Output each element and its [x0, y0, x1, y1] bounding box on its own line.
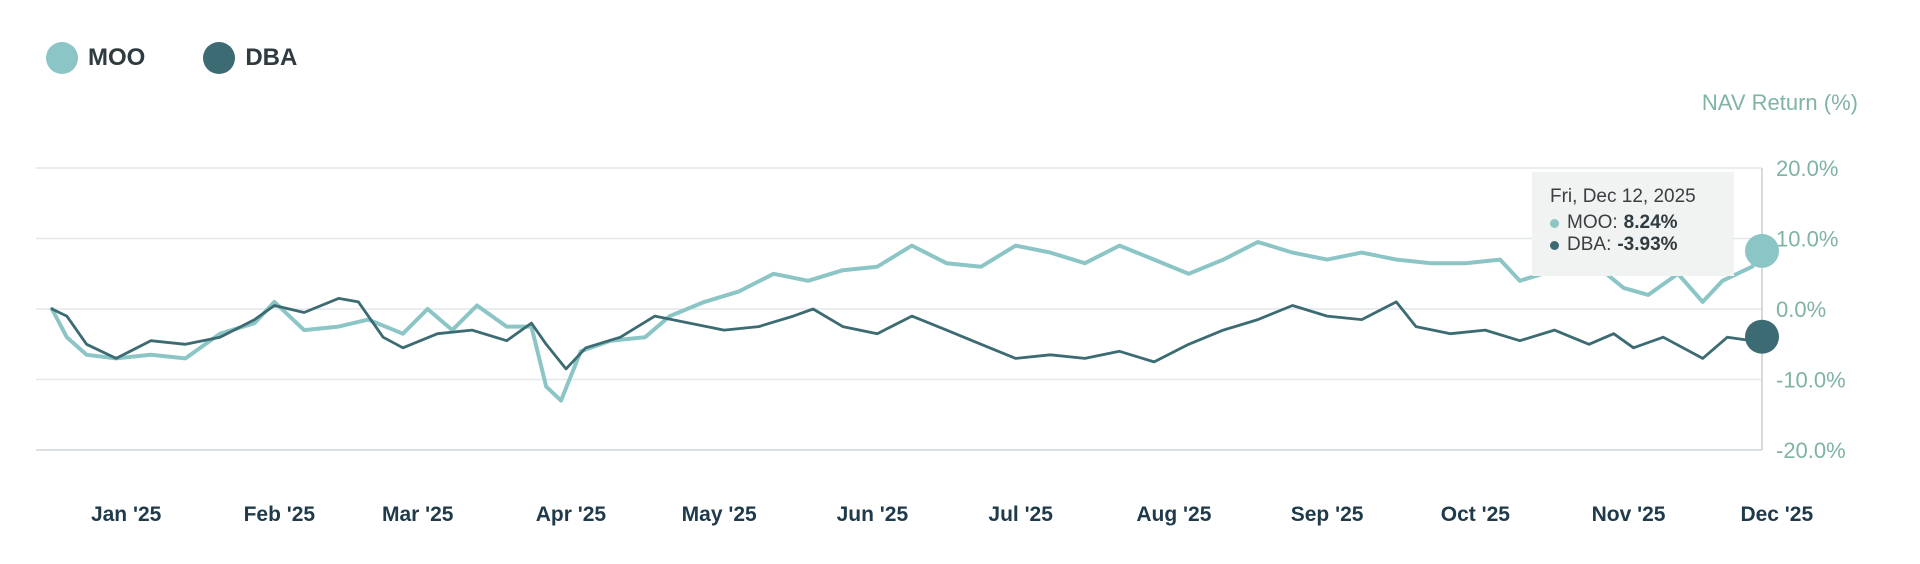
x-tick-label: May '25 [682, 503, 757, 526]
tooltip-value-dba: -3.93% [1617, 234, 1678, 255]
x-tick-label: Jul '25 [988, 503, 1053, 526]
end-marker-dba [1745, 319, 1779, 354]
legend-item-moo[interactable]: MOO [46, 42, 145, 74]
y-tick-label: 20.0% [1776, 156, 1838, 181]
tooltip-date: Fri, Dec 12, 2025 [1550, 186, 1696, 207]
tooltip-row-dba: DBA: -3.93% [1550, 234, 1716, 256]
legend-dot-dba [203, 42, 236, 74]
chart-legend: MOO DBA [46, 42, 297, 74]
legend-item-dba[interactable]: DBA [203, 42, 297, 74]
x-tick-label: Oct '25 [1441, 503, 1511, 526]
x-tick-label: Sep '25 [1291, 503, 1364, 526]
end-marker-moo [1745, 233, 1779, 268]
y-tick-label: 0.0% [1776, 297, 1826, 322]
x-tick-label: Apr '25 [536, 503, 607, 526]
series-line-dba [50, 297, 1764, 371]
hover-tooltip: Fri, Dec 12, 2025 MOO: 8.24% DBA: -3.93% [1532, 172, 1734, 276]
tooltip-dot-dba [1550, 240, 1559, 250]
tooltip-value-moo: 8.24% [1623, 212, 1678, 233]
tooltip-label-moo: MOO: [1567, 212, 1618, 233]
x-tick-label: Jan '25 [91, 503, 162, 526]
tooltip-row-moo: MOO: 8.24% [1550, 212, 1716, 234]
tooltip-label-dba: DBA: [1567, 234, 1612, 255]
y-tick-label: 10.0% [1776, 227, 1838, 252]
legend-dot-moo [46, 42, 78, 74]
x-tick-label: Aug '25 [1136, 503, 1211, 526]
legend-label-dba: DBA [245, 44, 298, 71]
y-tick-label: -20.0% [1776, 438, 1846, 463]
x-tick-label: Nov '25 [1592, 503, 1666, 526]
x-tick-label: Feb '25 [244, 503, 316, 526]
y-axis-label: NAV Return (%) [1702, 90, 1858, 115]
legend-label-moo: MOO [88, 44, 146, 71]
x-tick-label: Dec '25 [1740, 503, 1813, 526]
tooltip-dot-moo [1550, 218, 1559, 228]
x-tick-label: Mar '25 [382, 503, 454, 526]
series-line-moo [50, 240, 1764, 403]
x-tick-label: Jun '25 [837, 503, 909, 526]
y-tick-label: -10.0% [1776, 368, 1846, 393]
